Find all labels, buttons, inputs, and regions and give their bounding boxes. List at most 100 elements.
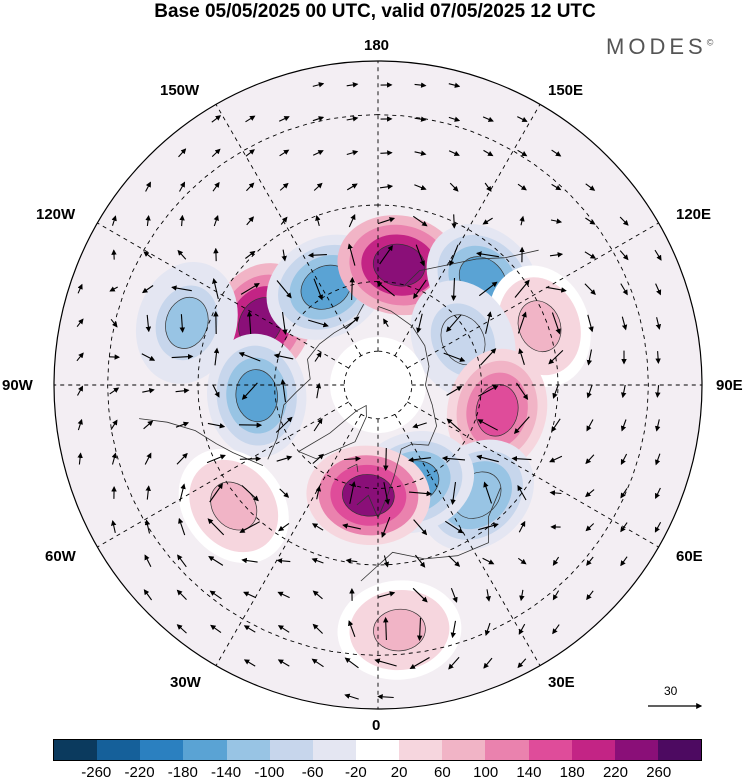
wind-vector	[412, 587, 428, 603]
page-title: Base 05/05/2025 00 UTC, valid 07/05/2025…	[154, 1, 596, 22]
brand-name: MODES	[606, 34, 707, 59]
wind-vector	[179, 314, 186, 333]
wind-vector	[144, 554, 152, 567]
wind-vector	[279, 488, 290, 498]
wind-vector	[413, 519, 428, 536]
wind-vector	[245, 149, 255, 157]
wind-vector	[551, 418, 561, 433]
wind-vector	[516, 382, 529, 401]
wind-vector	[145, 485, 151, 500]
coastline	[404, 249, 539, 286]
wind-vector	[620, 453, 628, 465]
wind-vector	[243, 659, 256, 667]
wind-vector	[551, 312, 561, 335]
wind-vector	[76, 352, 84, 362]
wind-vector	[414, 150, 427, 156]
wind-vector	[549, 490, 562, 496]
wind-vector	[450, 620, 457, 639]
wind-vector	[213, 347, 220, 366]
wind-vector	[175, 421, 190, 428]
wind-vector	[177, 249, 187, 260]
wind-vector	[446, 386, 463, 396]
wind-vector	[552, 590, 560, 601]
wind-vector	[376, 281, 395, 297]
wind-vector	[476, 454, 499, 463]
wind-vector	[619, 250, 629, 261]
wind-vector	[279, 182, 289, 191]
wind-vector	[278, 116, 290, 122]
lon-label-120e: 120E	[676, 206, 712, 223]
wind-vector	[315, 215, 321, 227]
wind-vector	[241, 485, 259, 502]
colorbar-segment	[399, 740, 443, 760]
reference-vector-label: 30	[664, 684, 678, 698]
colorbar-segment	[269, 740, 313, 760]
wind-vector	[484, 182, 492, 192]
wind-vector	[549, 455, 563, 463]
wind-vector	[245, 115, 256, 123]
wind-vector	[276, 558, 291, 564]
wind-vector	[654, 521, 662, 533]
wind-vector	[109, 387, 120, 395]
wind-vector	[450, 277, 457, 302]
colorbar-tick-label: 140	[516, 764, 542, 781]
wind-vector	[377, 591, 396, 598]
wind-vector	[245, 250, 256, 259]
wind-vector	[620, 384, 627, 399]
wind-vector	[448, 82, 461, 88]
wind-vector	[176, 624, 187, 634]
wind-vector	[238, 352, 261, 362]
colorbar-tick-label: -180	[167, 764, 198, 781]
wind-vector	[408, 457, 431, 463]
wind-vector	[380, 150, 393, 156]
wind-vector	[281, 312, 288, 335]
wind-vector	[281, 249, 287, 262]
wind-vector	[511, 455, 532, 462]
wind-vector	[441, 455, 466, 462]
wind-vector	[342, 523, 361, 530]
wind-vector	[383, 555, 390, 568]
colorbar-segment	[355, 740, 400, 760]
lon-label-30e: 30E	[548, 674, 575, 691]
wind-vector	[344, 657, 359, 669]
wind-vector	[110, 419, 118, 430]
wind-vector	[552, 384, 560, 399]
wind-vector	[344, 456, 361, 462]
wind-vector	[412, 422, 427, 429]
brand-mark: ©	[706, 37, 714, 48]
wind-vector	[311, 557, 324, 564]
coastline	[360, 487, 501, 582]
wind-vector	[586, 384, 593, 399]
wind-vector	[518, 623, 526, 635]
wind-vector	[77, 452, 83, 465]
coastline	[347, 463, 359, 472]
wind-vector	[315, 485, 322, 500]
wind-vector	[483, 657, 493, 669]
colorbar-segment	[183, 740, 227, 760]
colorbar-tick-label: -60	[301, 764, 324, 781]
wind-vector	[77, 418, 83, 431]
wind-vector	[208, 556, 224, 566]
wind-vector	[211, 148, 221, 157]
wind-vector	[277, 591, 290, 599]
wind-vector	[548, 350, 564, 365]
wind-vector	[212, 278, 219, 300]
wind-vector	[377, 217, 396, 225]
wind-vector	[478, 522, 499, 531]
wind-vector	[374, 658, 397, 667]
wind-vector	[276, 455, 293, 462]
coastlines	[139, 249, 539, 582]
wind-vector	[275, 416, 293, 433]
meridian-line	[394, 414, 541, 666]
wind-vector	[408, 490, 433, 497]
wind-vector	[621, 316, 628, 331]
wind-vector	[349, 276, 355, 301]
wind-vector	[383, 318, 389, 327]
wind-vector	[77, 283, 83, 294]
meridian-line	[215, 414, 362, 666]
colorbar-segment	[571, 740, 615, 760]
wind-vector	[585, 523, 595, 532]
wind-vector	[176, 452, 188, 465]
wind-vector	[145, 181, 151, 192]
wind-vector	[277, 625, 290, 633]
